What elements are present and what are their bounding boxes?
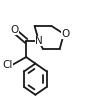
Text: Cl: Cl: [2, 60, 13, 70]
Text: O: O: [61, 29, 69, 39]
Text: O: O: [10, 25, 19, 35]
Text: N: N: [35, 36, 43, 46]
